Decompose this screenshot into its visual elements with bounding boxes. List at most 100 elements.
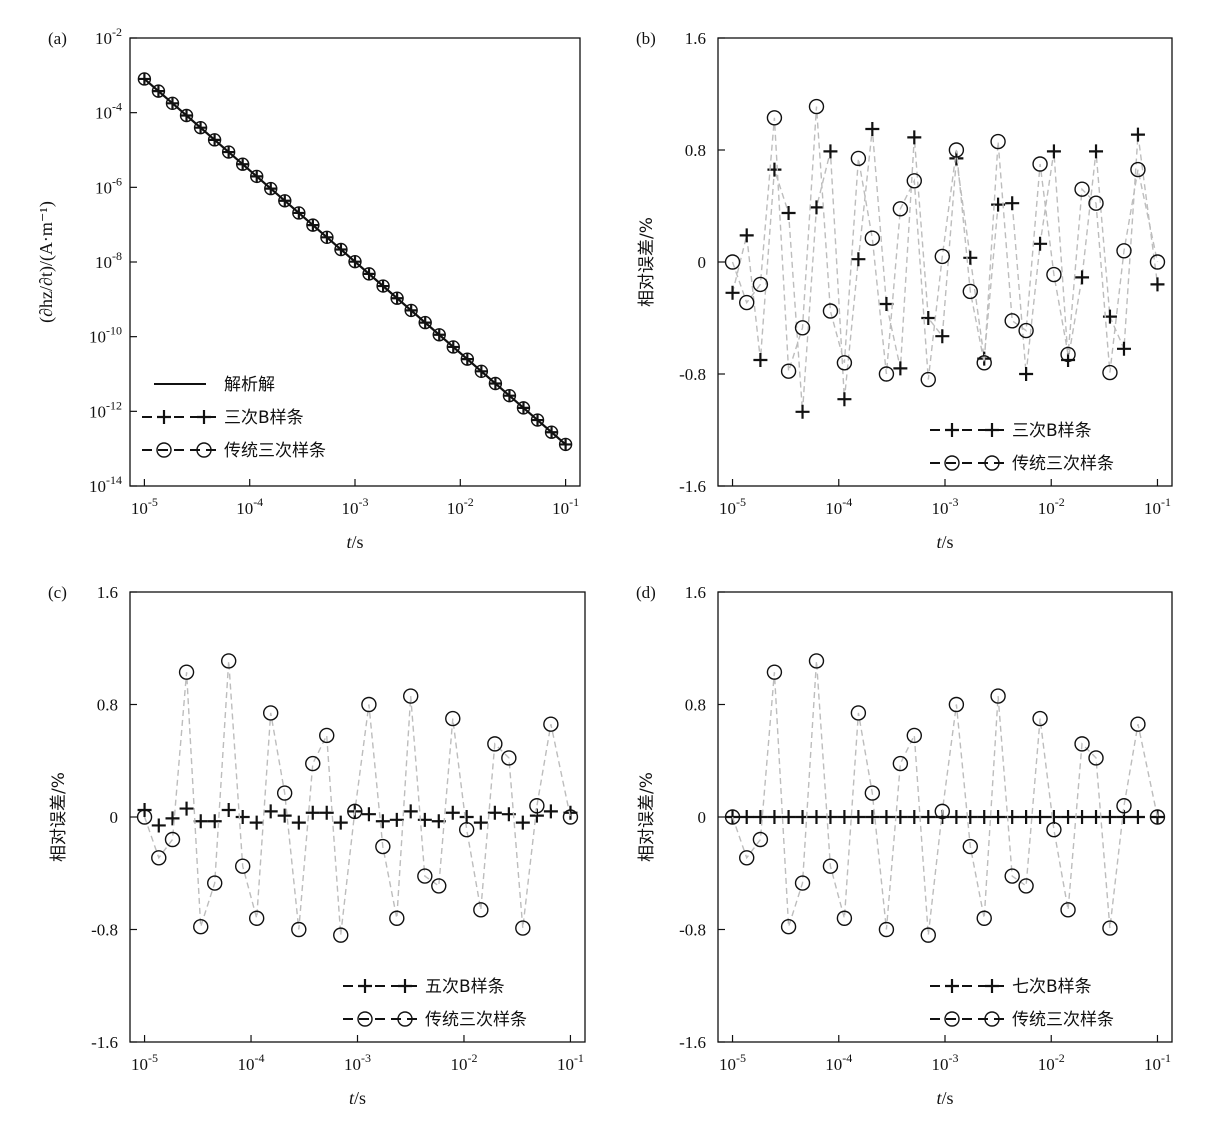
circle-point bbox=[864, 785, 881, 801]
tick-label: -0.8 bbox=[91, 921, 118, 940]
circle-point bbox=[766, 664, 783, 680]
data-layer bbox=[137, 72, 573, 452]
legend-plus-swatch bbox=[157, 410, 171, 424]
tick-label: -1.6 bbox=[91, 1033, 118, 1052]
circle-point bbox=[333, 927, 349, 943]
tick-label: 10-5 bbox=[131, 1051, 158, 1074]
panel-label: (d) bbox=[636, 583, 656, 602]
circle-point bbox=[1060, 902, 1076, 918]
plus-point bbox=[405, 304, 418, 317]
plus-point bbox=[291, 815, 306, 830]
plus-point bbox=[851, 810, 866, 824]
plus-point bbox=[391, 292, 404, 305]
plus-point bbox=[739, 810, 754, 824]
plus-point bbox=[823, 144, 838, 159]
circle-point bbox=[262, 705, 279, 721]
plus-point bbox=[921, 311, 936, 325]
legend-label: 传统三次样条 bbox=[1012, 454, 1114, 474]
circle-point bbox=[808, 653, 825, 669]
plus-point bbox=[1116, 341, 1131, 356]
plus-point bbox=[921, 810, 936, 824]
tick-label: 10-5 bbox=[719, 1051, 746, 1074]
legend-plus-swatch bbox=[985, 423, 999, 437]
data-layer bbox=[724, 98, 1166, 419]
plus-point bbox=[865, 810, 880, 824]
tick-label: 10-3 bbox=[932, 1051, 959, 1074]
plus-point bbox=[236, 158, 249, 171]
plus-point bbox=[725, 285, 740, 300]
legend-plus-swatch bbox=[985, 979, 999, 993]
circle-point bbox=[934, 803, 950, 820]
plus-point bbox=[879, 810, 894, 824]
tick-label: 10-2 bbox=[447, 495, 474, 518]
circle-point bbox=[136, 809, 153, 825]
data-layer bbox=[136, 653, 579, 943]
y-axis-title: 相对误差/% bbox=[637, 217, 657, 307]
plus-point bbox=[264, 182, 277, 195]
plus-point bbox=[459, 810, 474, 824]
circle-point bbox=[1102, 920, 1118, 936]
data-layer bbox=[724, 653, 1166, 943]
tick-label: 10-5 bbox=[719, 495, 746, 518]
legend-label: 传统三次样条 bbox=[224, 441, 326, 461]
circle-point bbox=[248, 910, 265, 926]
plus-point bbox=[445, 805, 460, 820]
plus-point bbox=[767, 810, 782, 824]
circle-point bbox=[780, 363, 797, 379]
circle-point bbox=[389, 910, 405, 926]
plus-point bbox=[1019, 367, 1034, 381]
plus-point bbox=[487, 805, 502, 820]
circle-point bbox=[990, 133, 1006, 150]
plus-point bbox=[879, 297, 894, 311]
y-axis: 1.6 0.8 0 -0.8 -1.6 bbox=[679, 583, 725, 1052]
chart-panel-d: (d) 10-5 10-4 10-3 10-2 10-1 t/s 1.6 0.8 0 -0.8 -1.… bbox=[636, 583, 1173, 1108]
plus-point bbox=[1019, 810, 1034, 824]
plus-point bbox=[949, 151, 964, 166]
circle-point bbox=[1130, 716, 1146, 732]
tick-label: 0 bbox=[698, 808, 707, 827]
x-axis-title: t/s bbox=[346, 532, 363, 552]
tick-label: 10-4 bbox=[238, 1051, 265, 1074]
plus-point bbox=[781, 206, 796, 220]
plus-point bbox=[278, 194, 291, 207]
circle-point bbox=[976, 910, 992, 926]
tick-label: 10-2 bbox=[1038, 1051, 1065, 1074]
circle-point bbox=[1018, 878, 1034, 894]
plus-point bbox=[263, 804, 278, 819]
plus-point bbox=[194, 121, 207, 134]
plus-point bbox=[781, 810, 796, 824]
plus-point bbox=[1061, 810, 1076, 824]
legend-plus-swatch bbox=[358, 979, 372, 993]
plus-point bbox=[475, 365, 488, 378]
plus-point bbox=[809, 200, 824, 215]
plus-point bbox=[431, 814, 446, 829]
plus-point bbox=[208, 133, 221, 146]
circle-point bbox=[1032, 710, 1048, 727]
circle-point bbox=[976, 355, 992, 371]
circle-point bbox=[1088, 750, 1104, 766]
plus-point bbox=[138, 72, 151, 85]
circle-point bbox=[543, 716, 559, 732]
circle-point bbox=[1060, 346, 1076, 363]
plus-point bbox=[1033, 810, 1048, 824]
circle-point bbox=[962, 838, 978, 855]
tick-label: 10-1 bbox=[552, 495, 579, 518]
circle-point bbox=[375, 838, 391, 855]
plus-point bbox=[221, 802, 236, 817]
circle-point bbox=[151, 850, 167, 866]
legend-label: 七次B样条 bbox=[1012, 977, 1092, 997]
panel-label: (a) bbox=[48, 29, 67, 48]
legend-label: 传统三次样条 bbox=[425, 1010, 527, 1030]
y-axis-title: (∂hz/∂t)/(A·m⁻¹) bbox=[36, 201, 57, 323]
circle-point bbox=[501, 750, 517, 766]
tick-label: 0 bbox=[110, 808, 119, 827]
plus-point bbox=[207, 814, 222, 829]
legend-circle-swatch bbox=[944, 1011, 960, 1027]
circle-point bbox=[934, 248, 950, 265]
plus-point bbox=[963, 250, 978, 265]
tick-label: 10-3 bbox=[932, 495, 959, 518]
circle-point bbox=[445, 710, 461, 727]
plus-point bbox=[222, 146, 235, 159]
circle-point bbox=[361, 696, 377, 713]
